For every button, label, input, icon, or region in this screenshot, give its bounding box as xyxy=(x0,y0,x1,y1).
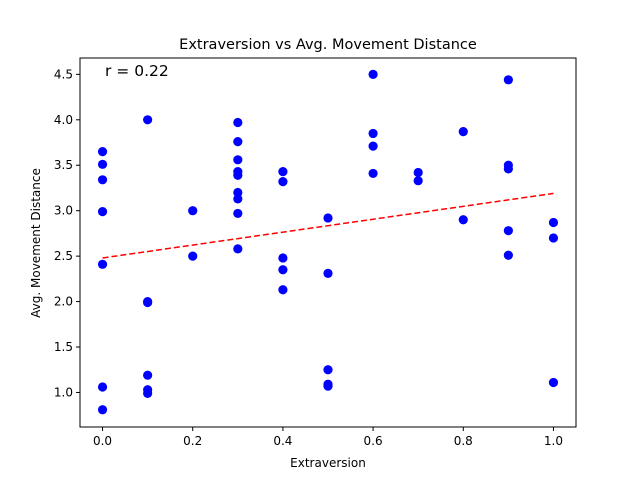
y-axis-label: Avg. Movement Distance xyxy=(29,168,43,318)
data-point xyxy=(233,194,243,204)
data-point xyxy=(413,176,423,186)
data-point xyxy=(503,250,513,260)
data-point xyxy=(97,175,108,185)
y-tick-label: 3.0 xyxy=(54,204,73,218)
data-point xyxy=(233,187,243,198)
data-point xyxy=(548,217,559,228)
x-tick-label: 0.8 xyxy=(454,434,473,448)
trend-line xyxy=(102,192,554,259)
data-point xyxy=(278,285,288,295)
data-point xyxy=(233,137,243,147)
data-point xyxy=(368,168,378,179)
x-tick-label: 0.0 xyxy=(93,434,112,448)
data-point xyxy=(278,167,288,177)
data-point xyxy=(548,233,559,243)
data-point xyxy=(233,117,243,128)
data-point xyxy=(97,147,108,157)
y-tick-label: 4.5 xyxy=(54,67,73,81)
data-point xyxy=(188,206,198,216)
y-tick-label: 3.5 xyxy=(54,158,73,172)
data-point xyxy=(503,75,513,85)
data-point xyxy=(323,213,333,223)
data-point xyxy=(97,259,108,269)
data-point xyxy=(278,253,288,263)
data-point xyxy=(458,127,468,137)
data-point xyxy=(233,155,243,165)
data-point xyxy=(368,69,378,79)
data-point xyxy=(97,159,108,169)
x-axis-label: Extraversion xyxy=(290,456,366,470)
data-point xyxy=(233,208,243,219)
y-tick-label: 2.5 xyxy=(54,249,73,263)
y-tick-label: 1.5 xyxy=(54,340,73,354)
y-tick-label: 4.0 xyxy=(54,113,73,127)
correlation-annotation: r = 0.22 xyxy=(105,62,169,80)
data-point xyxy=(97,405,108,415)
data-point xyxy=(368,141,378,151)
data-point xyxy=(143,388,153,398)
data-point xyxy=(97,382,108,392)
plot-area: 0.0 0.2 0.4 0.6 0.8 1.0 1.0 1.5 2.0 2.5 3.0 3.5 4.0 4… xyxy=(54,67,563,448)
data-point xyxy=(368,128,378,139)
data-point xyxy=(143,370,153,380)
data-point xyxy=(233,170,243,180)
data-point xyxy=(143,115,153,125)
data-point xyxy=(233,244,243,254)
data-point xyxy=(548,377,559,388)
y-tick-label: 1.0 xyxy=(54,385,73,399)
data-point xyxy=(188,251,198,261)
data-point xyxy=(143,296,153,307)
x-tick-label: 0.2 xyxy=(183,434,202,448)
data-point xyxy=(323,381,333,391)
data-point xyxy=(323,268,333,279)
data-point xyxy=(503,226,513,236)
data-point xyxy=(97,206,108,217)
axes-frame xyxy=(79,57,577,428)
data-point xyxy=(323,365,333,375)
data-point xyxy=(413,167,423,178)
x-tick-label: 0.4 xyxy=(273,434,292,448)
x-tick-label: 0.6 xyxy=(364,434,383,448)
y-tick-label: 2.0 xyxy=(54,295,73,309)
data-point xyxy=(503,164,513,174)
data-point xyxy=(278,177,288,187)
x-tick-label: 1.0 xyxy=(544,434,563,448)
chart-title: Extraversion vs Avg. Movement Distance xyxy=(179,37,477,53)
data-point xyxy=(278,265,288,275)
data-point xyxy=(458,215,468,225)
